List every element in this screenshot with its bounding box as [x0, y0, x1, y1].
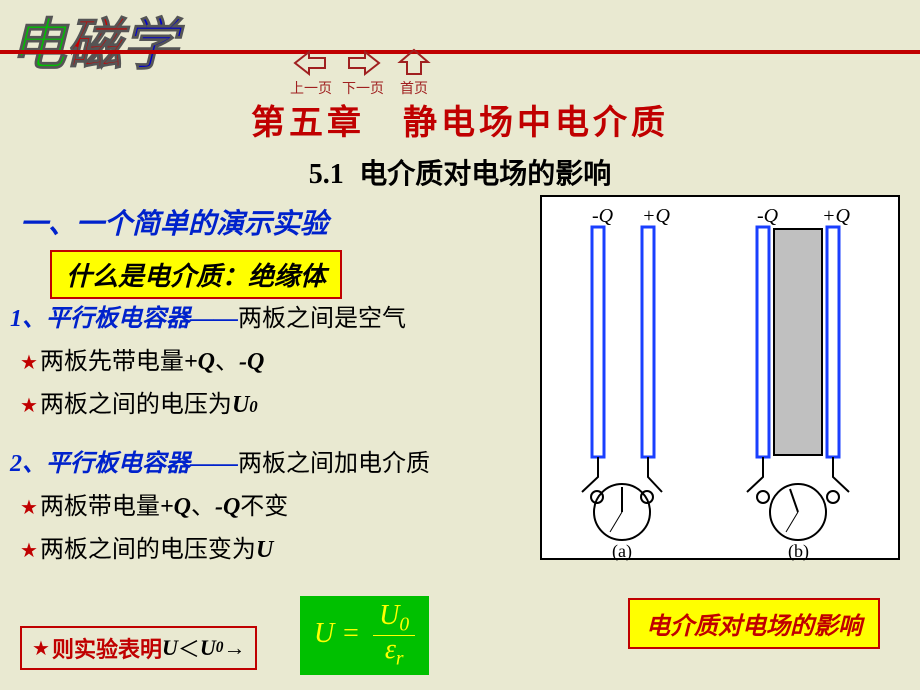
p1l2-sub: 0 [249, 397, 257, 417]
star-icon: ★ [20, 538, 38, 563]
p1l1-sep: 、 [215, 341, 239, 376]
star-icon: ★ [20, 495, 38, 520]
arrow-right-icon [343, 48, 383, 78]
label-posQ-a: +Q [642, 205, 670, 227]
p2l2-pre: 两板之间的电压变为 [40, 529, 256, 564]
dielectric-slab [774, 229, 822, 455]
caption-box: 电介质对电场的影响 [628, 598, 880, 649]
result-arrow: → [223, 635, 245, 661]
result-sub: 0 [216, 639, 224, 657]
part2-title: 2、平行板电容器——两板之间加电介质 [10, 443, 530, 478]
result-op: ＜ [178, 632, 200, 664]
arrow-up-icon [394, 48, 434, 78]
content-body: 1、平行板电容器——两板之间是空气 ★ 两板先带电量+Q、-Q ★ 两板之间的电… [10, 290, 530, 572]
result-l: U [162, 635, 178, 661]
formula-eq: = [334, 618, 367, 649]
p2l1-pre: 两板带电量 [40, 486, 160, 521]
section-number: 5.1 [309, 159, 344, 190]
label-negQ-b: -Q [757, 205, 779, 227]
p2l1-sep: 、 [191, 486, 215, 521]
logo: 电磁学 [10, 0, 178, 81]
formula-den-sub: r [396, 649, 404, 670]
result-r: U [200, 635, 216, 661]
plate-pos-b [827, 227, 839, 457]
nav-next-label: 下一页 [342, 78, 384, 98]
nav-prev[interactable]: 上一页 [290, 48, 332, 98]
p2l1-q1: +Q [160, 494, 191, 521]
part2-tail: 两板之间加电介质 [238, 443, 430, 478]
formula-den: ε [385, 634, 396, 665]
p1l2-pre: 两板之间的电压为 [40, 384, 232, 419]
p1l1-q2: -Q [239, 349, 264, 376]
part1-line2: ★ 两板之间的电压为U0 [20, 384, 530, 419]
part1-line1: ★ 两板先带电量+Q、-Q [20, 341, 530, 376]
formula-lhs: U [314, 618, 334, 649]
nav-home-label: 首页 [400, 78, 428, 98]
star-icon: ★ [32, 636, 50, 661]
capacitor-diagram: -Q +Q (a) -Q +Q (b) [540, 195, 900, 560]
nav-prev-label: 上一页 [290, 78, 332, 98]
star-icon: ★ [20, 350, 38, 375]
formula-box: U = U0εr [300, 596, 429, 675]
logo-char-1: 电 [10, 15, 66, 77]
section-title: 5.1 电介质对电场的影响 [0, 152, 920, 192]
result-pre: 则实验表明 [52, 632, 162, 664]
part2-line1: ★ 两板带电量+Q、-Q不变 [20, 486, 530, 521]
p1l1-pre: 两板先带电量 [40, 341, 184, 376]
chapter-title: 第五章 静电场中电介质 [0, 95, 920, 144]
p1l2-var: U [232, 392, 249, 419]
nav-next[interactable]: 下一页 [342, 48, 384, 98]
formula-fraction: U0εr [373, 602, 415, 669]
p1l1-q1: +Q [184, 349, 215, 376]
p2l2-var: U [256, 537, 273, 564]
label-negQ-a: -Q [592, 205, 614, 227]
part2-line2: ★ 两板之间的电压变为U [20, 529, 530, 564]
logo-char-2: 磁 [66, 15, 122, 77]
page-header: 电磁学 上一页 下一页 首页 [0, 0, 920, 75]
part1-tail: 两板之间是空气 [238, 298, 406, 333]
part1-title: 1、平行板电容器——两板之间是空气 [10, 298, 530, 333]
part1-lead: 1、平行板电容器—— [10, 298, 238, 333]
plate-neg-b [757, 227, 769, 457]
p2l1-post: 不变 [240, 486, 288, 521]
result-box: ★ 则实验表明 U＜U0 → [20, 626, 257, 670]
logo-char-3: 学 [122, 15, 178, 77]
plate-pos-a [642, 227, 654, 457]
star-icon: ★ [20, 393, 38, 418]
arrow-left-icon [291, 48, 331, 78]
formula-num: U [379, 600, 399, 631]
plate-neg-a [592, 227, 604, 457]
header-rule [0, 50, 920, 54]
label-posQ-b: +Q [822, 205, 850, 227]
diagram-label-b: (b) [788, 541, 809, 562]
nav-arrows: 上一页 下一页 首页 [290, 48, 434, 98]
p2l1-q2: -Q [215, 494, 240, 521]
diagram-label-a: (a) [612, 541, 632, 562]
section-name: 电介质对电场的影响 [359, 158, 611, 189]
nav-home[interactable]: 首页 [394, 48, 434, 98]
part2-lead: 2、平行板电容器—— [10, 443, 238, 478]
formula-num-sub: 0 [399, 615, 409, 636]
